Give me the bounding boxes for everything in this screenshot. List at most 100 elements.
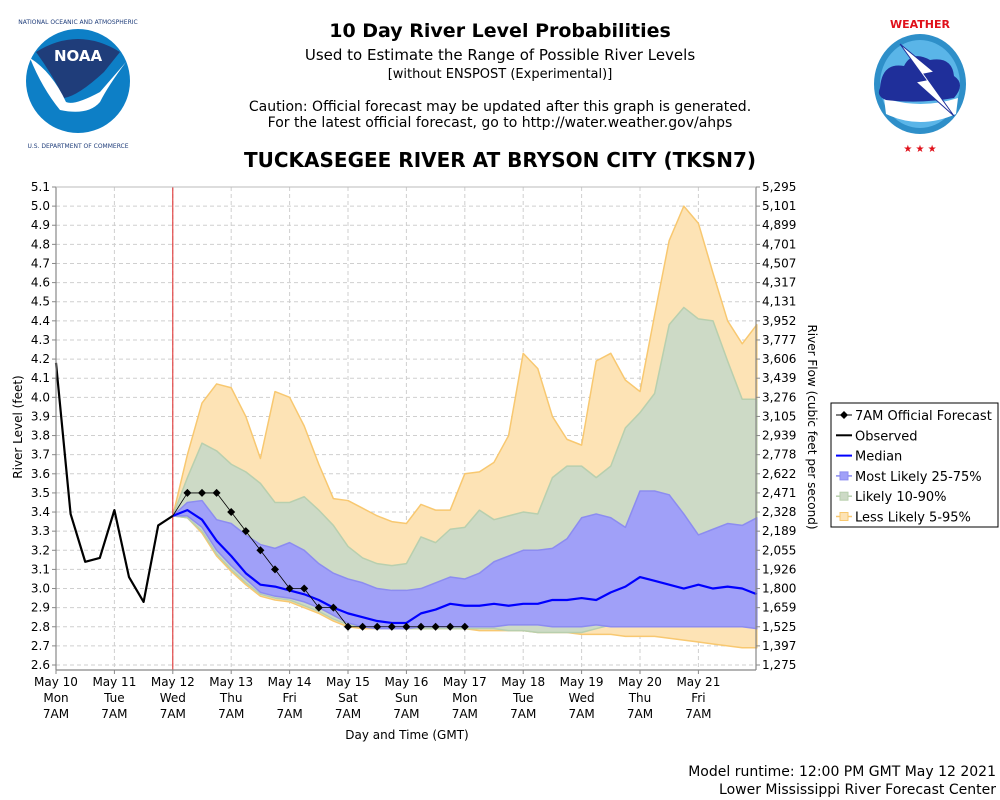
- x-tick-label: Fri: [691, 691, 705, 705]
- x-tick-label: Tue: [512, 691, 534, 705]
- y2-tick-label: 2,939: [762, 429, 796, 443]
- legend-diamond-icon: [840, 411, 848, 419]
- y2-tick-label: 2,189: [762, 524, 796, 538]
- x-tick-label: May 16: [384, 675, 428, 689]
- official-forecast-point: [417, 622, 425, 631]
- x-tick-label: May 20: [618, 675, 662, 689]
- y-tick-label: 4.0: [31, 390, 50, 404]
- y-tick-label: 5.1: [31, 180, 50, 194]
- y2-tick-label: 4,317: [762, 276, 796, 290]
- y2-tick-label: 5,295: [762, 180, 796, 194]
- y-tick-label: 3.5: [31, 486, 50, 500]
- median-line: [172, 509, 758, 625]
- legend-box: [830, 402, 999, 528]
- x-tick-label: Sun: [395, 691, 418, 705]
- legend-label: Most Likely 25-75%: [855, 470, 982, 485]
- y2-tick-label: 1,275: [762, 658, 796, 672]
- y-tick-label: 4.4: [31, 314, 50, 328]
- y-tick-label: 3.7: [31, 448, 50, 462]
- noaa-bottom-text: U.S. DEPARTMENT OF COMMERCE: [27, 143, 128, 150]
- official-forecast-point: [387, 622, 396, 631]
- observed-line: [54, 362, 174, 604]
- x-tick-label: Mon: [43, 691, 68, 705]
- legend-label: Less Likely 5-95%: [855, 511, 971, 526]
- y-tick-label: 4.3: [31, 333, 50, 347]
- x-tick-label: 7AM: [510, 707, 536, 721]
- x-tick-label: Thu: [628, 691, 652, 705]
- y-tick-label: 4.1: [31, 371, 50, 385]
- station-title: TUCKASEGEE RIVER AT BRYSON CITY (TKSN7): [243, 148, 756, 172]
- river-level-chart: 2.6 1,275 2.7 1,397 2.8 1,525 2.9 1,659 3.0 1,800…: [11, 180, 999, 742]
- y-tick-label: 4.5: [31, 295, 50, 309]
- legend-swatch-b10: [839, 491, 849, 501]
- y-tick-label: 4.7: [31, 256, 50, 270]
- y2-tick-label: 3,276: [762, 390, 796, 404]
- y-tick-label: 4.9: [31, 218, 50, 232]
- x-tick-label: May 17: [443, 675, 487, 689]
- chart-subtitle-note: [without ENSPOST (Experimental)]: [387, 67, 613, 82]
- y2-tick-label: 5,101: [762, 199, 796, 213]
- x-tick-label: May 14: [268, 675, 312, 689]
- model-runtime: Model runtime: 12:00 PM GMT May 12 2021: [688, 764, 996, 780]
- y-tick-label: 5.0: [31, 199, 50, 213]
- x-tick-label: 7AM: [393, 707, 419, 721]
- y2-tick-label: 3,439: [762, 371, 796, 385]
- y2-tick-label: 1,659: [762, 601, 796, 615]
- y-axis-label: River Level (feet): [11, 375, 25, 478]
- x-tick-label: Mon: [452, 691, 477, 705]
- x-tick-label: May 21: [676, 675, 720, 689]
- x-tick-label: Wed: [160, 691, 186, 705]
- official-forecast-point: [212, 488, 221, 497]
- y-tick-label: 4.6: [31, 276, 50, 290]
- x-tick-label: 7AM: [276, 707, 302, 721]
- y-tick-label: 2.9: [31, 601, 50, 615]
- y-tick-label: 4.8: [31, 237, 50, 251]
- y-tick-label: 3.2: [31, 543, 50, 557]
- legend-swatch-b25: [839, 471, 849, 481]
- y2-tick-label: 3,606: [762, 352, 796, 366]
- y2-tick-label: 1,525: [762, 620, 796, 634]
- x-tick-label: Tue: [103, 691, 125, 705]
- x-tick-label: Thu: [219, 691, 243, 705]
- legend-label: Likely 10-90%: [855, 490, 946, 505]
- nws-ring-text: WEATHER: [890, 18, 951, 31]
- probability-bands: [172, 205, 758, 649]
- y2-tick-label: 1,800: [762, 582, 796, 596]
- legend-swatch-b5: [839, 512, 849, 521]
- x-tick-label: 7AM: [335, 707, 361, 721]
- official-forecast-point: [241, 527, 250, 536]
- y-tick-label: 3.0: [31, 582, 50, 596]
- x-tick-label: May 18: [501, 675, 545, 689]
- y2-axis-label: River Flow (cubic feet per second): [805, 324, 819, 529]
- x-tick-label: May 13: [209, 675, 253, 689]
- y2-tick-label: 2,055: [762, 543, 796, 557]
- x-tick-label: Fri: [282, 691, 296, 705]
- y2-tick-label: 2,328: [762, 505, 796, 519]
- legend-label: 7AM Official Forecast: [855, 409, 992, 424]
- official-forecast-point: [198, 488, 206, 497]
- caution-link-text: For the latest official forecast, go to …: [267, 115, 733, 131]
- legend-label: Observed: [855, 429, 918, 444]
- y-tick-label: 2.7: [31, 639, 50, 653]
- y2-tick-label: 2,778: [762, 448, 796, 462]
- y-tick-label: 2.6: [31, 658, 50, 672]
- official-forecast-point: [431, 622, 440, 631]
- y2-tick-label: 2,471: [762, 486, 796, 500]
- noaa-wordmark: NOAA: [54, 47, 103, 65]
- official-forecast-point: [183, 488, 192, 497]
- y-tick-label: 3.4: [31, 505, 50, 519]
- nws-stars-icon: ★ ★ ★: [903, 144, 936, 155]
- x-tick-label: 7AM: [218, 707, 244, 721]
- y2-tick-label: 1,397: [762, 639, 796, 653]
- series-lines: [54, 187, 758, 670]
- official-forecast-point: [227, 508, 236, 517]
- y-tick-label: 2.8: [31, 620, 50, 634]
- x-tick-label: 7AM: [685, 707, 711, 721]
- official-forecast-point: [329, 603, 338, 612]
- noaa-ring-text: NATIONAL OCEANIC AND ATMOSPHERIC: [18, 19, 137, 26]
- y-tick-label: 3.9: [31, 409, 50, 423]
- y-tick-label: 4.2: [31, 352, 50, 366]
- y2-tick-label: 3,777: [762, 333, 796, 347]
- y-tick-label: 3.1: [31, 562, 50, 576]
- x-tick-label: May 11: [92, 675, 136, 689]
